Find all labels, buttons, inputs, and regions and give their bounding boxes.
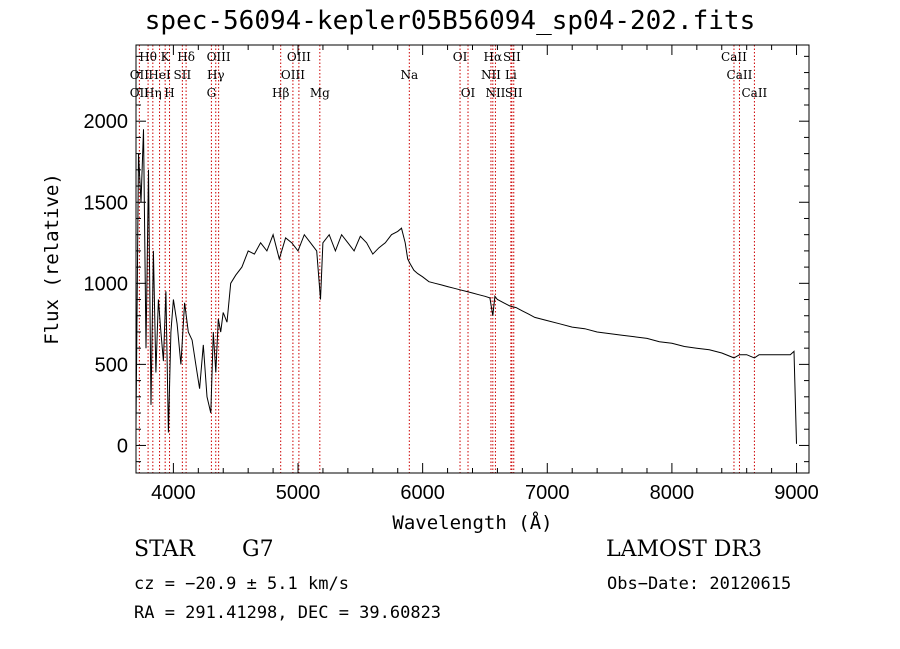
line-label: Mg xyxy=(310,86,330,100)
line-label: SII xyxy=(174,68,192,82)
line-label: SII xyxy=(505,86,523,100)
x-tick-label: 7000 xyxy=(525,482,570,504)
x-tick-label: 6000 xyxy=(400,482,445,504)
x-tick-label: 5000 xyxy=(276,482,321,504)
line-label: Hη xyxy=(144,86,162,100)
line-label: CaII xyxy=(727,68,753,82)
line-label: Li xyxy=(505,68,517,82)
line-label: CaII xyxy=(741,86,767,100)
redshift-cz: cz = −20.9 ± 5.1 km/s xyxy=(134,574,349,594)
line-label: OII xyxy=(130,86,150,100)
line-label: OIII xyxy=(287,50,311,64)
line-label: Hθ xyxy=(139,50,157,64)
line-label: NII xyxy=(481,68,501,82)
chart-title: spec-56094-kepler05B56094_sp04-202.fits xyxy=(144,6,756,36)
object-class: STAR xyxy=(134,537,195,562)
line-label: OIII xyxy=(207,50,231,64)
y-tick-label: 1500 xyxy=(84,192,129,214)
line-label: HeI xyxy=(148,68,171,82)
spectrum-line xyxy=(135,129,797,444)
object-subclass: G7 xyxy=(242,537,274,562)
line-label: OI xyxy=(453,50,468,64)
x-axis-label: Wavelength (Å) xyxy=(392,511,552,534)
line-label: OIII xyxy=(281,68,305,82)
line-label: OII xyxy=(130,68,150,82)
y-tick-label: 2000 xyxy=(84,111,129,133)
line-label: Hα xyxy=(484,50,503,64)
axis-ticks: 4000 5000 6000 7000 8000 9000 0 500 1000 1500 2000 xyxy=(84,45,819,504)
coordinates: RA = 291.41298, DEC = 39.60823 xyxy=(134,603,442,623)
line-label: H xyxy=(164,86,174,100)
x-tick-label: 8000 xyxy=(650,482,695,504)
x-tick-label: 4000 xyxy=(151,482,196,504)
emission-line-markers xyxy=(138,45,755,473)
line-label: OI xyxy=(461,86,476,100)
observation-date: Obs−Date: 20120615 xyxy=(607,574,792,594)
line-label: NII xyxy=(485,86,505,100)
y-tick-label: 0 xyxy=(117,435,128,457)
y-tick-label: 1000 xyxy=(84,273,129,295)
line-label: G xyxy=(207,86,217,100)
y-tick-label: 500 xyxy=(95,354,128,376)
line-label: Hγ xyxy=(207,68,225,82)
line-label: K xyxy=(161,50,171,64)
plot-frame xyxy=(135,44,810,474)
line-label: Hδ xyxy=(177,50,195,64)
line-label: Na xyxy=(400,68,418,82)
y-axis-label: Flux (relative) xyxy=(41,173,63,345)
survey-name: LAMOST DR3 xyxy=(606,537,762,562)
line-label: CaII xyxy=(721,50,747,64)
line-label: Hβ xyxy=(272,86,289,100)
line-label: SII xyxy=(503,50,521,64)
x-tick-label: 9000 xyxy=(774,482,819,504)
